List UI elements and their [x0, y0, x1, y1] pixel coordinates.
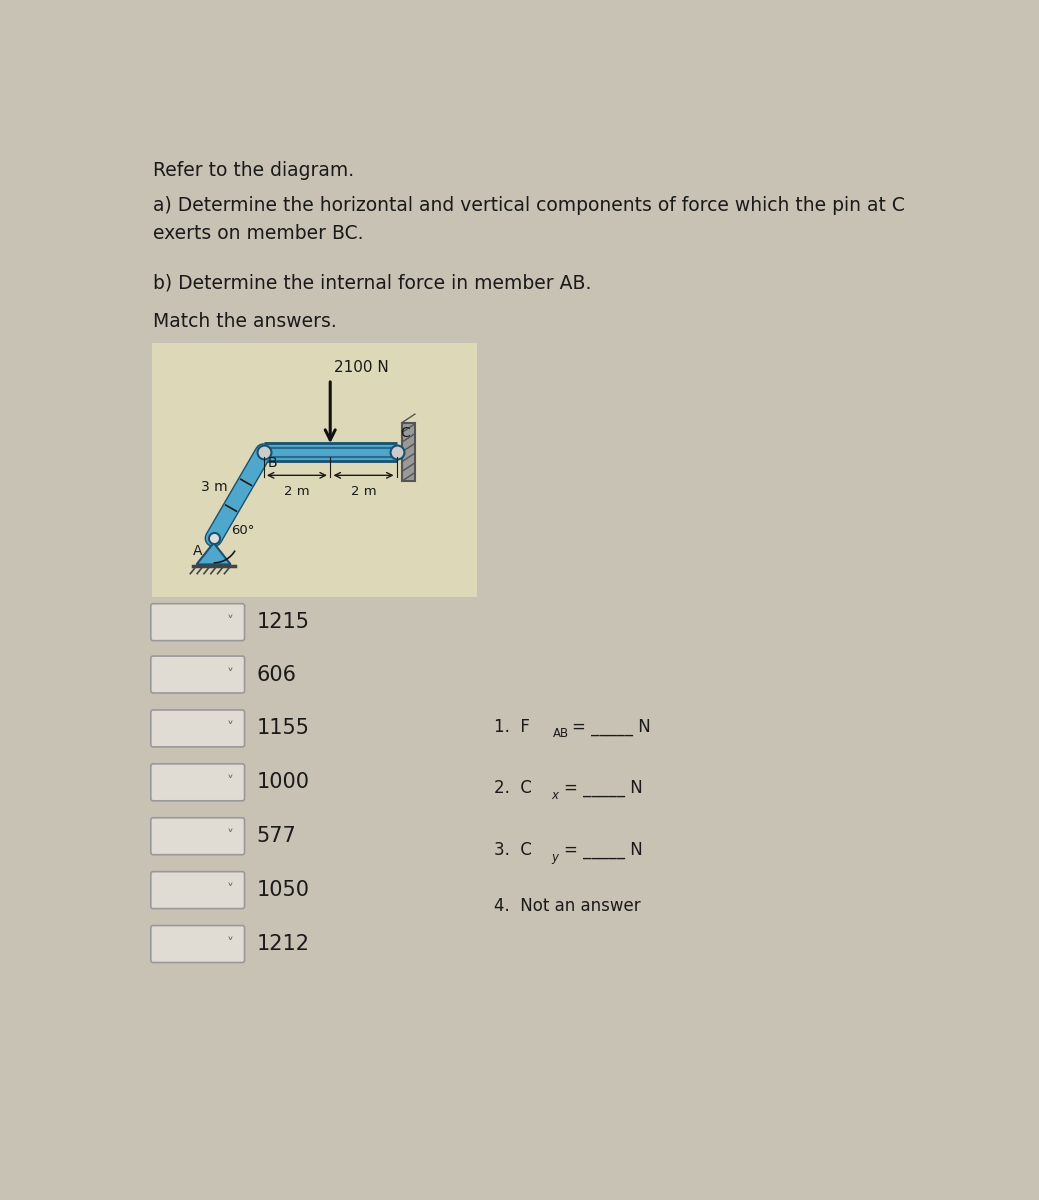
Text: ˅: ˅: [227, 616, 234, 629]
FancyBboxPatch shape: [151, 817, 244, 854]
Text: 2 m: 2 m: [284, 485, 310, 498]
Text: 606: 606: [257, 665, 296, 684]
Text: ˅: ˅: [227, 775, 234, 790]
Text: AB: AB: [553, 727, 569, 740]
Text: 3 m: 3 m: [202, 480, 228, 493]
Text: ˅: ˅: [227, 667, 234, 682]
FancyBboxPatch shape: [151, 710, 244, 746]
Text: Match the answers.: Match the answers.: [153, 312, 337, 331]
Text: 1050: 1050: [257, 880, 310, 900]
Text: x: x: [552, 788, 559, 802]
Text: 577: 577: [257, 827, 296, 846]
Text: 1.  F: 1. F: [495, 718, 530, 736]
Text: y: y: [552, 851, 559, 864]
Text: = _____ N: = _____ N: [564, 780, 643, 798]
Text: ˅: ˅: [227, 883, 234, 898]
Text: 2 m: 2 m: [351, 485, 376, 498]
Text: 1155: 1155: [257, 719, 310, 738]
Text: C: C: [400, 426, 409, 440]
FancyBboxPatch shape: [151, 656, 244, 694]
Bar: [401, 422, 416, 481]
Text: 1215: 1215: [257, 612, 310, 632]
Text: 2100 N: 2100 N: [335, 360, 389, 376]
Text: 1000: 1000: [257, 773, 310, 792]
Text: ˅: ˅: [227, 721, 234, 736]
Polygon shape: [196, 542, 231, 564]
Text: = _____ N: = _____ N: [564, 841, 643, 859]
Text: 1212: 1212: [257, 934, 310, 954]
Bar: [152, 343, 477, 596]
FancyBboxPatch shape: [151, 871, 244, 908]
FancyBboxPatch shape: [151, 925, 244, 962]
Text: B: B: [267, 456, 277, 470]
Text: ˅: ˅: [227, 829, 234, 844]
Text: = _____ N: = _____ N: [571, 718, 650, 736]
Text: 4.  Not an answer: 4. Not an answer: [495, 898, 641, 916]
Text: ˅: ˅: [227, 937, 234, 952]
Text: 60°: 60°: [231, 524, 255, 538]
Text: 3.  C: 3. C: [495, 841, 532, 859]
Text: 2.  C: 2. C: [495, 780, 532, 798]
FancyBboxPatch shape: [151, 764, 244, 800]
Text: a) Determine the horizontal and vertical components of force which the pin at C
: a) Determine the horizontal and vertical…: [153, 197, 905, 244]
FancyBboxPatch shape: [151, 604, 244, 641]
Text: A: A: [193, 545, 203, 558]
Text: b) Determine the internal force in member AB.: b) Determine the internal force in membe…: [153, 274, 591, 293]
Text: Refer to the diagram.: Refer to the diagram.: [153, 161, 354, 180]
